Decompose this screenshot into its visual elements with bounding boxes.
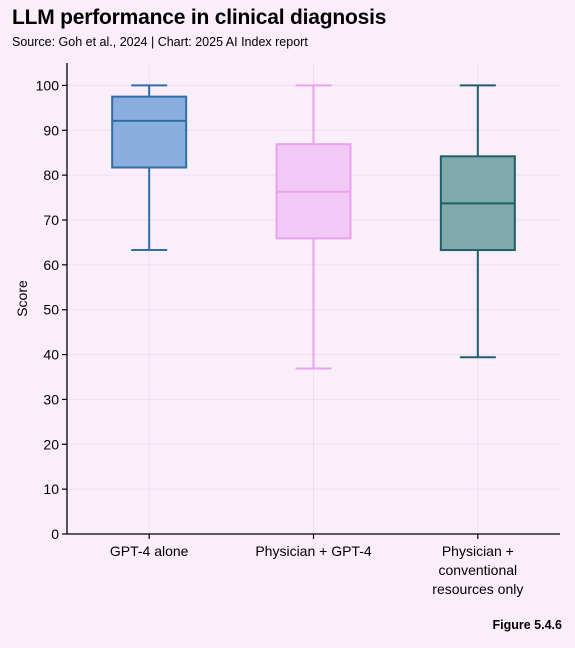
y-tick-label: 20 <box>43 436 59 452</box>
y-tick-label: 30 <box>43 391 59 407</box>
chart-title: LLM performance in clinical diagnosis <box>12 6 387 29</box>
x-category-label-line: conventional <box>439 562 518 578</box>
y-tick-label: 100 <box>36 77 60 93</box>
y-tick-label: 0 <box>51 526 59 542</box>
y-tick-label: 10 <box>43 481 59 497</box>
y-tick-label: 50 <box>43 302 59 318</box>
x-category-label: Physician + conventional resources only <box>432 543 523 597</box>
x-category-label-line: GPT-4 alone <box>110 543 189 559</box>
chart-subtitle: Source: Goh et al., 2024 | Chart: 2025 A… <box>12 35 308 49</box>
y-tick-label: 80 <box>43 167 59 183</box>
figure-label: Figure 5.4.6 <box>492 618 562 632</box>
x-category-label-line: resources only <box>432 581 523 597</box>
y-tick-label: 90 <box>43 122 59 138</box>
x-category-label-line: Physician + <box>442 543 514 559</box>
y-axis-title: Score <box>14 280 30 317</box>
y-tick-label: 40 <box>43 347 59 363</box>
x-category-label: GPT-4 alone <box>110 543 189 559</box>
x-category-label-line: Physician + GPT-4 <box>255 543 372 559</box>
y-tick-label: 70 <box>43 212 59 228</box>
x-category-label: Physician + GPT-4 <box>255 543 372 559</box>
iqr-box <box>111 95 188 169</box>
y-tick-label: 60 <box>43 257 59 273</box>
